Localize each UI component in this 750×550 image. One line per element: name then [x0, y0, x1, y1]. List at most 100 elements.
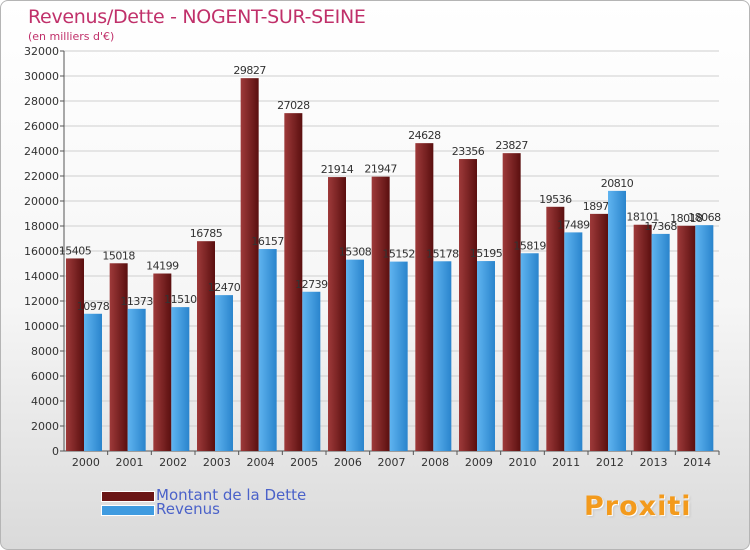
data-label-revenue: 18068 [688, 211, 721, 224]
bar-debt [677, 225, 696, 451]
y-tick-label: 4000 [31, 395, 59, 408]
y-tick-label: 10000 [24, 320, 59, 333]
data-label-debt: 15018 [102, 249, 135, 262]
bar-revenue [651, 233, 670, 451]
bar-revenue [127, 308, 146, 451]
y-tick-label: 20000 [24, 195, 59, 208]
legend-swatch-revenue [101, 505, 155, 516]
chart-subtitle: (en milliers d'€) [28, 30, 115, 43]
data-label-debt: 23356 [452, 145, 485, 158]
data-label-revenue: 12470 [208, 281, 241, 294]
bar-revenue [520, 253, 539, 451]
data-label-debt: 14199 [146, 260, 179, 273]
y-tick-label: 30000 [24, 70, 59, 83]
y-tick-label: 32000 [24, 45, 59, 58]
bar-revenue [171, 307, 190, 451]
data-label-debt: 16785 [190, 227, 223, 240]
data-label-revenue: 15308 [339, 246, 372, 259]
data-label-debt: 18018 [670, 212, 703, 225]
data-label-revenue: 12739 [295, 278, 328, 291]
bar-revenue [477, 261, 495, 451]
proxiti-logo: Proxiti [584, 491, 692, 522]
data-label-revenue: 15152 [382, 248, 415, 261]
data-label-debt: 21914 [321, 163, 354, 176]
x-tick-label: 2007 [378, 456, 406, 469]
bar-debt [459, 159, 477, 452]
bar-revenue [346, 259, 364, 451]
data-label-revenue: 17489 [557, 218, 590, 231]
y-tick-label: 24000 [24, 145, 59, 158]
bar-debt [371, 176, 390, 451]
x-tick-label: 2008 [421, 456, 449, 469]
bar-revenue [433, 261, 452, 451]
bar-revenue [608, 190, 626, 451]
chart-title: Revenus/Dette - NOGENT-SUR-SEINE [28, 6, 366, 28]
data-label-debt: 29827 [233, 64, 266, 77]
x-tick-label: 2003 [203, 456, 231, 469]
y-tick-label: 18000 [24, 220, 59, 233]
data-label-debt: 18970 [583, 200, 616, 213]
data-label-debt: 24628 [408, 129, 441, 142]
bar-revenue [564, 232, 583, 451]
bar-revenue [84, 313, 102, 451]
bar-debt [633, 224, 652, 451]
y-tick-label: 22000 [24, 170, 59, 183]
bar-debt [328, 177, 346, 451]
x-tick-label: 2004 [247, 456, 275, 469]
data-label-revenue: 11510 [164, 293, 197, 306]
bar-debt [153, 273, 172, 451]
x-tick-label: 2002 [159, 456, 187, 469]
y-tick-label: 28000 [24, 95, 59, 108]
x-tick-label: 2000 [72, 456, 100, 469]
y-tick-label: 16000 [24, 245, 59, 258]
bar-revenue [215, 295, 233, 451]
x-tick-label: 2005 [290, 456, 318, 469]
data-label-revenue: 15819 [513, 239, 546, 252]
bar-revenue [389, 261, 408, 451]
bar-debt [197, 241, 215, 451]
bar-debt [502, 153, 521, 451]
x-tick-label: 2001 [116, 456, 144, 469]
x-tick-label: 2006 [334, 456, 362, 469]
data-label-debt: 21947 [364, 163, 397, 176]
y-tick-label: 12000 [24, 295, 59, 308]
x-tick-label: 2009 [465, 456, 493, 469]
bar-revenue [258, 249, 277, 451]
data-label-debt: 23827 [495, 139, 528, 152]
bar-debt [284, 113, 303, 452]
bar-debt [109, 263, 128, 451]
data-label-debt: 18101 [626, 211, 659, 224]
data-label-debt: 19536 [539, 193, 572, 206]
y-tick-label: 26000 [24, 120, 59, 133]
data-label-revenue: 10978 [77, 300, 110, 313]
data-label-debt: 27028 [277, 99, 310, 112]
y-tick-label: 0 [52, 445, 59, 458]
data-label-revenue: 15178 [426, 247, 459, 260]
y-tick-label: 6000 [31, 370, 59, 383]
x-tick-label: 2010 [509, 456, 537, 469]
y-tick-label: 8000 [31, 345, 59, 358]
y-tick-label: 2000 [31, 420, 59, 433]
legend-swatch-debt [101, 491, 155, 502]
data-label-debt: 15405 [59, 244, 92, 257]
x-tick-label: 2014 [683, 456, 711, 469]
data-label-revenue: 16157 [251, 235, 284, 248]
bar-debt [66, 258, 84, 451]
bar-revenue [302, 291, 321, 451]
data-label-revenue: 17368 [644, 220, 677, 233]
data-label-revenue: 11373 [120, 295, 153, 308]
x-tick-label: 2012 [596, 456, 624, 469]
bar-debt [240, 78, 259, 451]
data-label-revenue: 20810 [601, 177, 634, 190]
bar-debt [546, 206, 565, 451]
legend-label-revenue: Revenus [156, 500, 220, 518]
bar-revenue [695, 225, 714, 451]
x-tick-label: 2011 [552, 456, 580, 469]
bar-debt [415, 143, 434, 451]
data-label-revenue: 15195 [470, 247, 503, 260]
bar-debt [590, 213, 608, 451]
legend-label-debt: Montant de la Dette [156, 486, 307, 504]
x-tick-label: 2013 [640, 456, 668, 469]
